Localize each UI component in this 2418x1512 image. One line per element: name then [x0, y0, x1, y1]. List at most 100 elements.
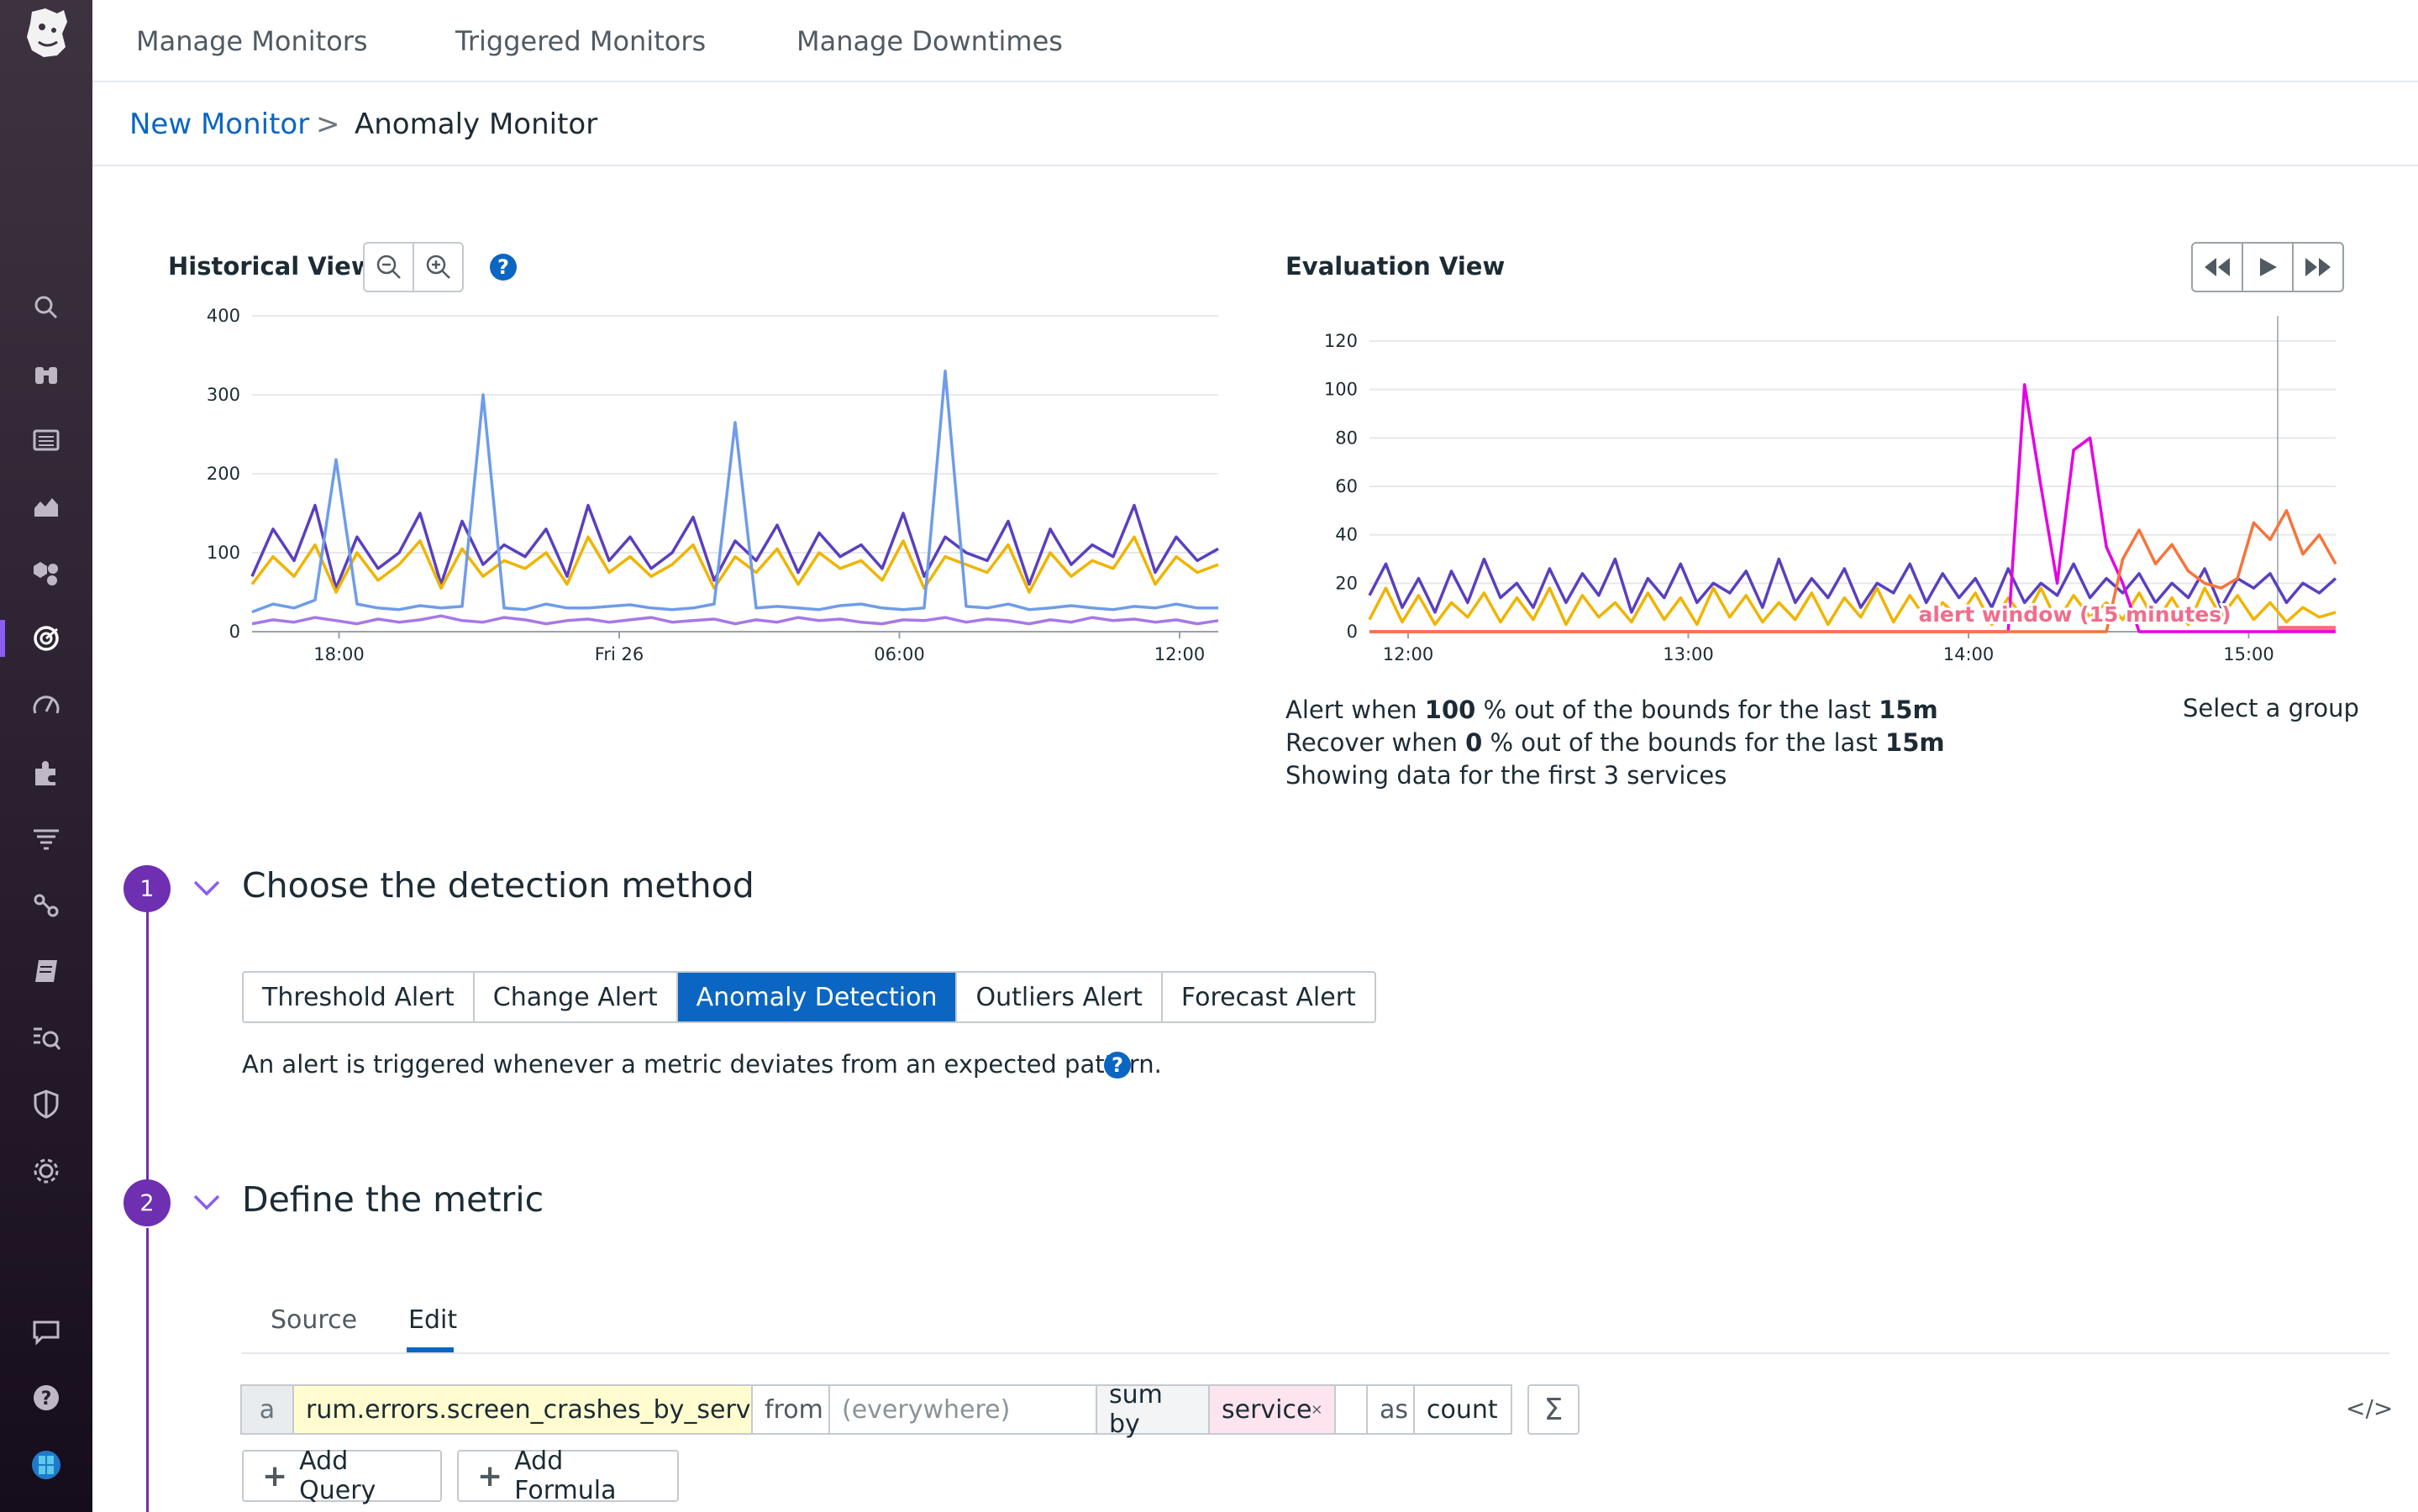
- play-button[interactable]: [2242, 244, 2292, 291]
- method-threshold-alert[interactable]: Threshold Alert: [262, 982, 455, 1012]
- play-icon: [2260, 258, 2277, 276]
- integrations-icon[interactable]: [28, 754, 65, 791]
- tab-manage-monitors[interactable]: Manage Monitors: [136, 25, 368, 57]
- sum-by-label[interactable]: sum by: [1096, 1380, 1210, 1439]
- cicd-icon[interactable]: [28, 887, 65, 924]
- metric-name-input[interactable]: rum.errors.screen_crashes_by_service: [292, 1384, 787, 1435]
- breadcrumb: New Monitor > Anomaly Monitor: [92, 82, 2418, 166]
- as-label: as: [1366, 1384, 1415, 1435]
- zoom-out-icon: [376, 255, 401, 279]
- historical-series-line-1: [250, 503, 1219, 591]
- add-query-label: Add Query: [299, 1446, 376, 1505]
- function-sigma-button[interactable]: Σ: [1527, 1384, 1580, 1435]
- evaluation-y-tick-label: 40: [1335, 525, 1358, 545]
- chart-icon[interactable]: [28, 487, 65, 524]
- code-view-icon[interactable]: </>: [2346, 1394, 2394, 1422]
- step1-title: Choose the detection method: [242, 865, 754, 906]
- notebook-icon[interactable]: [28, 953, 65, 990]
- zoom-out-button[interactable]: [365, 244, 413, 291]
- binoculars-icon[interactable]: [28, 356, 65, 393]
- active-tab-indicator: [407, 1347, 454, 1352]
- tab-source[interactable]: Source: [271, 1305, 358, 1335]
- monitors-icon[interactable]: [0, 620, 65, 657]
- historical-y-tick-label: 300: [207, 385, 240, 405]
- remove-tag-close-icon[interactable]: [1312, 1401, 1322, 1418]
- apm-icon[interactable]: [28, 687, 65, 724]
- zoom-in-button[interactable]: [413, 244, 462, 291]
- page-title: Anomaly Monitor: [355, 108, 598, 141]
- search-icon[interactable]: [28, 289, 65, 326]
- aggregation-select[interactable]: count: [1413, 1384, 1512, 1435]
- help-icon[interactable]: ?: [28, 1379, 65, 1416]
- step2-connector: [146, 1228, 149, 1512]
- historical-series-line-2: [250, 535, 1219, 594]
- left-nav: ?: [0, 0, 92, 1512]
- alert-window-label: alert window (15 minutes): [1918, 602, 2231, 627]
- method-change-alert[interactable]: Change Alert: [472, 973, 676, 1021]
- historical-series-line-3: [251, 370, 1218, 614]
- historical-x-tick-label: Fri 26: [595, 644, 644, 664]
- query-row: a rum.errors.screen_crashes_by_service f…: [240, 1380, 1512, 1439]
- evaluation-chart[interactable]: 0 20 40 60 80 100 120 12:00 13:00 14:00 15:00 alert…: [1311, 302, 2344, 672]
- add-query-button[interactable]: + Add Query: [242, 1446, 442, 1505]
- method-outliers-alert[interactable]: Outliers Alert: [955, 973, 1160, 1021]
- from-label: from: [751, 1384, 830, 1435]
- list-icon[interactable]: [28, 422, 65, 459]
- breadcrumb-new-monitor[interactable]: New Monitor: [129, 108, 310, 141]
- rewind-icon: [2205, 258, 2230, 276]
- detection-method-selector: Threshold Alert Change Alert Anomaly Det…: [242, 971, 1376, 1023]
- zoom-in-icon: [426, 255, 450, 279]
- historical-view-title: Historical View: [168, 252, 374, 281]
- method-help-icon[interactable]: ?: [1104, 1052, 1131, 1079]
- add-formula-button[interactable]: + Add Formula: [457, 1446, 679, 1505]
- alert-window-band: [2278, 626, 2336, 633]
- method-anomaly-detection[interactable]: Anomaly Detection: [675, 973, 956, 1021]
- evaluation-summary: Alert when 100 % out of the bounds for t…: [1285, 694, 1945, 792]
- historical-x-tick-label: 12:00: [1154, 644, 1206, 664]
- infrastructure-icon[interactable]: [28, 554, 65, 591]
- fast-forward-button[interactable]: [2292, 244, 2342, 291]
- step2-title: Define the metric: [242, 1179, 544, 1220]
- evaluation-y-tick-label: 0: [1347, 622, 1358, 642]
- security-icon[interactable]: [28, 1020, 65, 1057]
- group-by-tag-label: service: [1222, 1394, 1312, 1425]
- top-nav: Manage Monitors Triggered Monitors Manag…: [92, 0, 2418, 82]
- step1-connector: [146, 912, 149, 1186]
- tab-edit[interactable]: Edit: [408, 1305, 458, 1335]
- from-scope-input[interactable]: (everywhere): [828, 1384, 1097, 1435]
- step2-chevron-down-icon[interactable]: [192, 1193, 222, 1213]
- step2-number: 2: [124, 1179, 171, 1226]
- alert-condition: Alert when 100 % out of the bounds for t…: [1285, 696, 1938, 724]
- step1-chevron-down-icon[interactable]: [192, 879, 222, 899]
- method-forecast-alert[interactable]: Forecast Alert: [1160, 973, 1375, 1021]
- evaluation-y-tick-label: 120: [1324, 331, 1358, 351]
- settings-icon[interactable]: [28, 1152, 65, 1189]
- query-letter[interactable]: a: [240, 1384, 294, 1435]
- rewind-button[interactable]: [2193, 244, 2242, 291]
- breadcrumb-separator: >: [316, 108, 340, 141]
- select-group-link[interactable]: Select a group: [2183, 694, 2359, 722]
- historical-y-tick-label: 400: [207, 306, 240, 326]
- recover-condition: Recover when 0 % out of the bounds for t…: [1285, 728, 1945, 757]
- evaluation-y-tick-label: 20: [1335, 573, 1358, 593]
- tab-triggered-monitors[interactable]: Triggered Monitors: [455, 25, 707, 57]
- historical-y-tick-label: 0: [229, 622, 240, 642]
- historical-x-tick-label: 18:00: [313, 644, 365, 664]
- logs-icon[interactable]: [28, 820, 65, 857]
- historical-chart[interactable]: 0 100 200 300 400 18:00 Fri 26 06:00 12:00: [202, 302, 1227, 672]
- tab-manage-downtimes[interactable]: Manage Downtimes: [796, 25, 1063, 57]
- evaluation-y-tick-label: 80: [1335, 428, 1358, 448]
- svg-text:?: ?: [41, 1389, 52, 1410]
- historical-y-tick-label: 100: [207, 543, 240, 563]
- historical-help-icon[interactable]: ?: [490, 254, 517, 281]
- datadog-logo-icon[interactable]: [20, 5, 72, 60]
- user-icon[interactable]: [28, 1446, 65, 1483]
- group-by-input[interactable]: [1334, 1384, 1368, 1435]
- chat-icon[interactable]: [28, 1314, 65, 1351]
- group-by-tag[interactable]: service: [1208, 1384, 1336, 1435]
- shield-icon[interactable]: [28, 1085, 65, 1122]
- evaluation-view-title: Evaluation View: [1285, 252, 1506, 281]
- evaluation-series-line-1: [1368, 557, 2337, 614]
- evaluation-y-tick-label: 60: [1335, 476, 1358, 496]
- evaluation-series-line-4: [1369, 509, 2337, 633]
